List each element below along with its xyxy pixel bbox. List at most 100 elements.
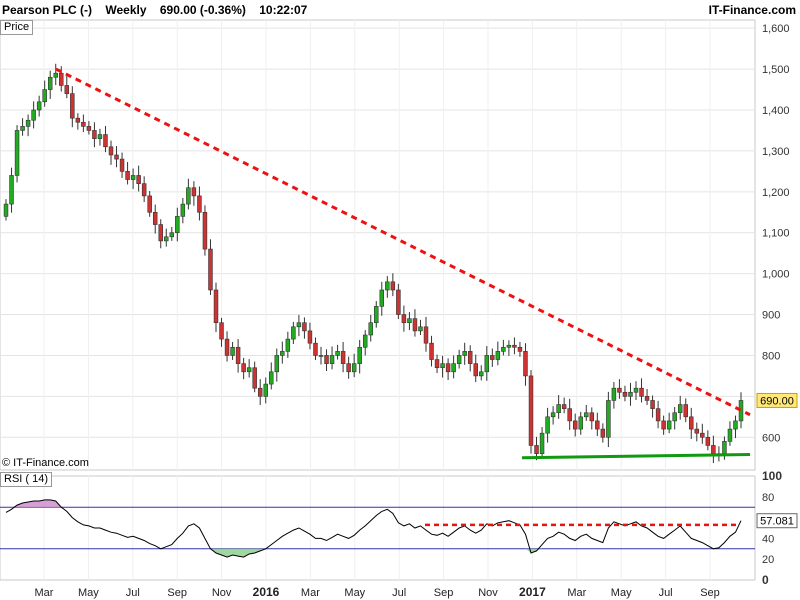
candle-up bbox=[3, 203, 9, 217]
candle-up bbox=[280, 351, 285, 356]
candle-down bbox=[445, 363, 451, 373]
last-price-label: 690.00 bbox=[760, 395, 794, 407]
price-tick-label: 1,000 bbox=[762, 269, 790, 281]
candle-up bbox=[180, 203, 186, 217]
candle-up bbox=[374, 306, 379, 324]
rsi-tick-label: 0 bbox=[762, 573, 769, 587]
candle-down bbox=[191, 187, 197, 197]
time-label: 10:22:07 bbox=[259, 3, 308, 17]
candle-up bbox=[677, 404, 683, 414]
candle-up bbox=[285, 338, 291, 352]
candle-up bbox=[479, 371, 484, 377]
x-tick-label: Mar bbox=[567, 587, 586, 599]
candle-up bbox=[31, 109, 36, 121]
candle-down bbox=[534, 445, 539, 454]
candle-down bbox=[235, 346, 241, 364]
candle-down bbox=[467, 351, 473, 364]
price-tick-label: 1,500 bbox=[762, 64, 790, 76]
price-tick-label: 1,400 bbox=[762, 105, 790, 117]
candle-up bbox=[351, 363, 357, 373]
candle-up bbox=[291, 326, 296, 340]
candle-up bbox=[484, 355, 490, 373]
candle-down bbox=[64, 85, 70, 94]
candle-down bbox=[152, 211, 158, 225]
candle-down bbox=[324, 355, 329, 364]
candle-down bbox=[434, 359, 440, 369]
price-tick-label: 900 bbox=[762, 310, 780, 322]
candle-up bbox=[451, 363, 456, 373]
candle-down bbox=[125, 171, 130, 180]
candle-down bbox=[589, 412, 595, 422]
candle-down bbox=[567, 408, 572, 422]
candle-up bbox=[418, 326, 423, 332]
candle-down bbox=[572, 420, 578, 430]
price-tick-label: 800 bbox=[762, 350, 780, 362]
candle-down bbox=[70, 93, 75, 119]
candle-up bbox=[539, 432, 545, 454]
candle-up bbox=[130, 175, 136, 180]
x-tick-label: May bbox=[611, 587, 632, 599]
candle-up bbox=[9, 175, 14, 205]
candle-down bbox=[92, 130, 97, 139]
candle-up bbox=[329, 355, 335, 364]
support-trendline bbox=[521, 452, 751, 460]
candle-down bbox=[158, 224, 163, 242]
candle-down bbox=[302, 322, 307, 332]
rsi-tick-label: 20 bbox=[762, 554, 774, 566]
price-panel-label: Price bbox=[0, 20, 34, 35]
candle-up bbox=[175, 216, 180, 234]
candle-up bbox=[727, 428, 733, 442]
candle-down bbox=[202, 211, 208, 250]
candle-down bbox=[119, 158, 125, 172]
candle-down bbox=[694, 428, 700, 434]
candle-down bbox=[650, 400, 655, 409]
candle-up bbox=[628, 391, 633, 397]
candle-up bbox=[169, 232, 175, 238]
candle-up bbox=[47, 76, 53, 90]
candle-down bbox=[401, 314, 407, 324]
candle-down bbox=[241, 363, 246, 373]
candle-up bbox=[14, 130, 20, 176]
candle-up bbox=[269, 371, 274, 385]
candle-down bbox=[473, 363, 478, 377]
candle-down bbox=[396, 289, 401, 315]
candle-down bbox=[147, 195, 152, 213]
candle-up bbox=[556, 404, 561, 414]
x-tick-label: May bbox=[344, 587, 365, 599]
x-tick-label: Jul bbox=[126, 587, 140, 599]
candle-up bbox=[263, 383, 268, 397]
price-tick-label: 1,100 bbox=[762, 228, 790, 240]
candle-up bbox=[633, 387, 639, 393]
candle-down bbox=[561, 404, 567, 409]
rsi-panel-label: RSI ( 14) bbox=[0, 472, 53, 487]
x-tick-label: Mar bbox=[35, 587, 54, 599]
candle-up bbox=[53, 72, 58, 78]
last-price-marker bbox=[756, 392, 798, 408]
candle-down bbox=[622, 391, 628, 397]
x-tick-label: 2017 bbox=[519, 585, 546, 599]
candle-up bbox=[550, 412, 556, 418]
candle-down bbox=[313, 342, 318, 356]
candle-down bbox=[600, 428, 606, 438]
x-tick-label: May bbox=[78, 587, 99, 599]
candle-up bbox=[25, 119, 31, 127]
instrument-name: Pearson PLC (-) bbox=[2, 3, 93, 17]
price-tick-label: 1,600 bbox=[762, 23, 790, 35]
candle-down bbox=[705, 436, 711, 446]
x-tick-label: Jul bbox=[659, 587, 673, 599]
candle-up bbox=[733, 420, 738, 430]
x-tick-label: Sep bbox=[700, 587, 720, 599]
candle-down bbox=[136, 175, 141, 184]
rsi-tick-label: 80 bbox=[762, 492, 774, 504]
candle-down bbox=[644, 396, 650, 401]
candle-up bbox=[456, 355, 462, 364]
price-change: 690.00 (-0.36%) bbox=[159, 3, 246, 17]
candle-up bbox=[584, 412, 589, 418]
candle-down bbox=[252, 367, 257, 389]
price-tick-label: 1,200 bbox=[762, 187, 790, 199]
candle-down bbox=[307, 330, 313, 344]
candle-up bbox=[506, 344, 512, 348]
resistance-trendline bbox=[55, 67, 751, 417]
candle-down bbox=[141, 183, 147, 197]
